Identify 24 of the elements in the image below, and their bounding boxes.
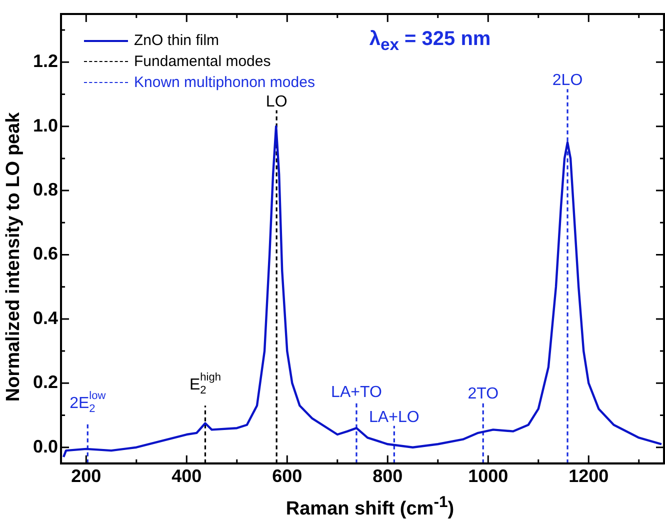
y-tick-label: 1.2: [32, 51, 58, 72]
x-tick-label: 1000: [468, 466, 508, 486]
x-axis-title: Raman shift (cm$^{-1}$): [284, 494, 456, 520]
x-tick-label: 1200: [568, 466, 609, 486]
legend-label: Known multiphonon modes: [134, 74, 315, 91]
x-tick-label: 800: [372, 466, 403, 486]
x-tick-label: 600: [272, 466, 302, 486]
annotation: 2LO: [552, 72, 583, 90]
annotation: LO: [266, 93, 288, 110]
y-tick-label: 0.6: [32, 244, 58, 264]
annotation: LA+TO: [331, 384, 382, 401]
annotation: 2TO: [468, 385, 499, 402]
y-tick-label: 0.0: [32, 436, 58, 456]
y-tick-label: 1.0: [32, 115, 58, 136]
y-tick-label: 0.4: [32, 308, 58, 328]
text: λ$_{ex}$ = 325 nm: [368, 28, 492, 55]
y-tick-label: 0.8: [32, 180, 58, 200]
annotation: LA+LO: [369, 408, 420, 426]
legend-label: ZnO thin film: [134, 32, 220, 49]
legend-label: Fundamental modes: [134, 53, 271, 70]
x-tick-label: 400: [172, 466, 202, 486]
y-axis-title: Normalized intensity to LO peak: [3, 111, 25, 404]
x-tick-label: 200: [71, 466, 102, 486]
y-tick-label: 0.2: [32, 372, 58, 392]
